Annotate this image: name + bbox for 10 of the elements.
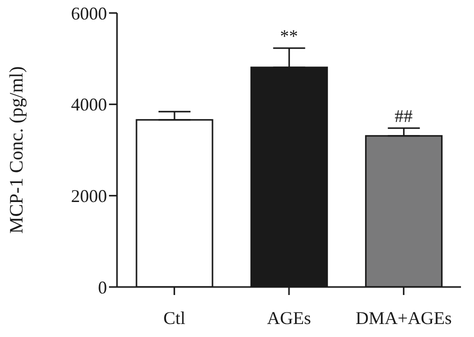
y-tick-label: 6000 [71, 3, 107, 24]
y-tick-label: 0 [98, 277, 107, 298]
y-tick-label: 2000 [71, 186, 107, 206]
y-axis-title: MCP-1 Conc. (pg/ml) [6, 66, 28, 234]
x-tick-label: AGEs [267, 308, 311, 328]
annotation: ## [394, 106, 413, 126]
x-tick-label: Ctl [163, 308, 186, 328]
annotation: ** [280, 26, 298, 46]
y-tick-label: 4000 [71, 94, 107, 115]
x-tick-label: DMA+AGEs [356, 308, 452, 328]
